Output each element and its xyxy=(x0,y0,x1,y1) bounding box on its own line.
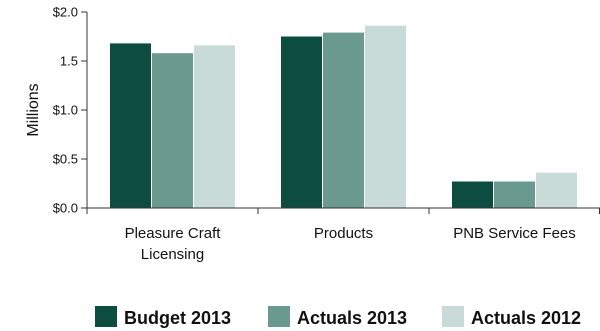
bar xyxy=(110,43,151,209)
y-axis-title: Millions xyxy=(25,83,42,136)
x-category-label: Products xyxy=(314,225,373,242)
x-category-label-line: Licensing xyxy=(141,246,204,263)
legend: Budget 2013 Actuals 2013 Actuals 2012 xyxy=(95,306,581,328)
y-tick-label: $0.5 xyxy=(53,152,78,167)
y-tick-label: $2.0 xyxy=(53,5,78,20)
labels-layer: $0.0 $0.5 $1.0 1.5 $2.0 Pleasure Craft Licensi… xyxy=(25,5,576,264)
x-category-label-line: PNB Service Fees xyxy=(453,225,576,242)
legend-swatch xyxy=(442,306,464,327)
bar xyxy=(494,181,535,208)
y-tick-label: $0.0 xyxy=(53,201,78,216)
bar xyxy=(194,45,235,208)
y-tick-label: 1.5 xyxy=(60,54,78,69)
bars-layer xyxy=(110,25,577,209)
bar xyxy=(452,181,493,208)
bar xyxy=(536,172,577,208)
bar xyxy=(152,53,193,209)
legend-label: Budget 2013 xyxy=(124,308,231,328)
x-category-label: PNB Service Fees xyxy=(453,225,576,242)
x-category-label: Pleasure Craft Licensing xyxy=(125,225,222,263)
bar xyxy=(323,32,364,208)
x-category-label-line: Pleasure Craft xyxy=(125,225,222,242)
legend-label: Actuals 2012 xyxy=(471,308,581,328)
bar xyxy=(365,25,406,209)
y-tick-label: $1.0 xyxy=(53,103,78,118)
legend-swatch xyxy=(95,306,117,327)
x-category-label-line: Products xyxy=(314,225,373,242)
legend-label: Actuals 2013 xyxy=(297,308,407,328)
legend-swatch xyxy=(268,306,290,327)
bar xyxy=(281,36,322,208)
axes-layer xyxy=(81,11,600,214)
